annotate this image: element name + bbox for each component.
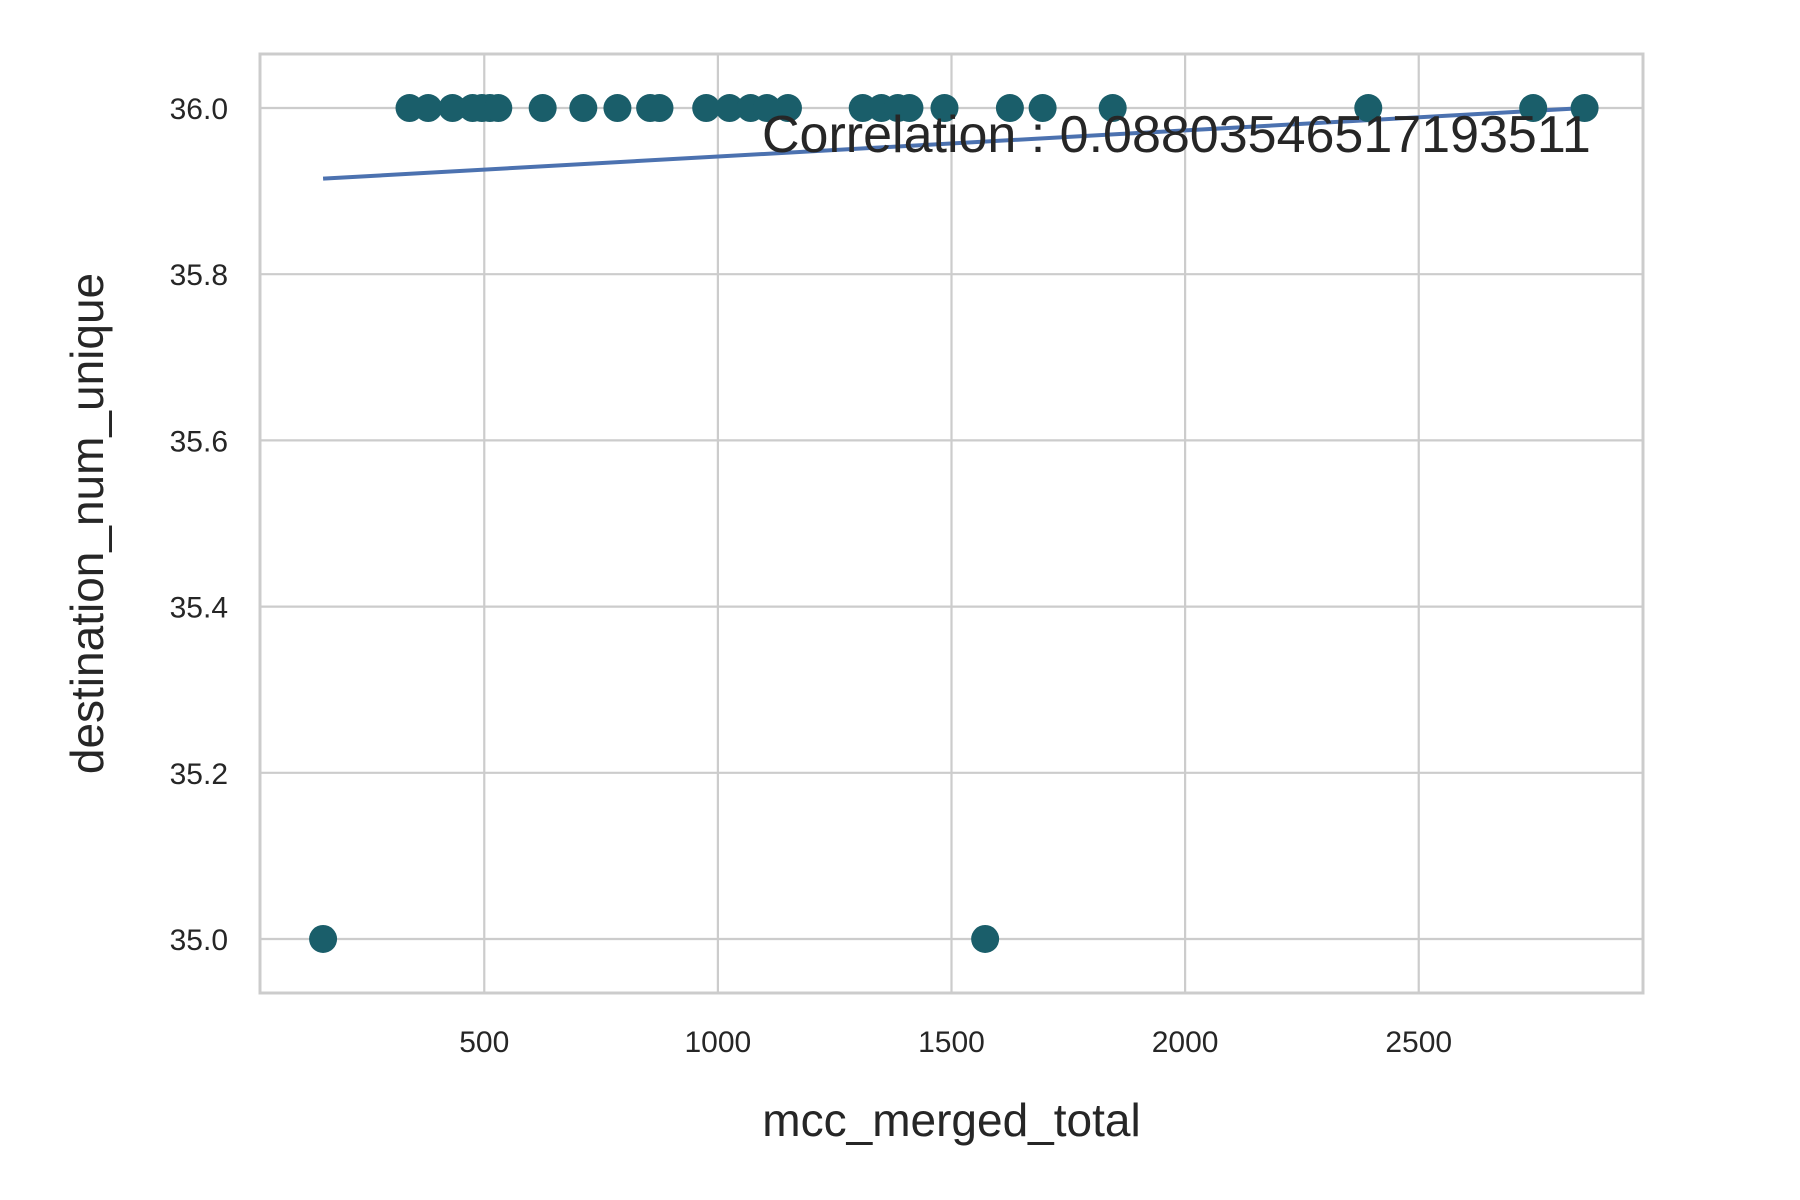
data-point [645, 94, 674, 123]
data-point [773, 94, 802, 123]
data-point [1570, 94, 1599, 123]
y-tick-labels: 35.0 35.2 35.4 35.6 35.8 36.0 [170, 93, 228, 957]
y-tick-label: 35.4 [170, 592, 228, 625]
y-tick-label: 35.6 [170, 425, 228, 458]
data-point [1519, 94, 1548, 123]
x-tick-label: 1500 [918, 1026, 985, 1059]
y-tick-label: 35.0 [170, 924, 228, 957]
x-tick-label: 2000 [1152, 1026, 1219, 1059]
data-point [1354, 94, 1383, 123]
x-tick-label: 500 [459, 1026, 509, 1059]
data-point [995, 94, 1024, 123]
data-point [569, 94, 598, 123]
plot-frame [258, 52, 1645, 995]
y-axis-label: destination_num_unique [61, 273, 113, 774]
data-point [414, 94, 443, 123]
data-point [603, 94, 632, 123]
data-point [752, 94, 781, 123]
data-point [971, 924, 1000, 953]
data-point [309, 924, 338, 953]
data-point [1028, 94, 1057, 123]
x-tick-labels: 500 1000 1500 2000 2500 [459, 1026, 1452, 1059]
data-point [895, 94, 924, 123]
y-tick-label: 36.0 [170, 93, 228, 126]
y-tick-label: 35.2 [170, 758, 228, 791]
correlation-annotation: Correlation : 0.08803546517193511 [762, 106, 1591, 164]
x-axis-label: mcc_merged_total [762, 1094, 1140, 1146]
x-tick-label: 2500 [1385, 1026, 1452, 1059]
grid [260, 54, 1643, 993]
data-points [309, 94, 1599, 953]
y-tick-label: 35.8 [170, 259, 228, 292]
data-point [715, 94, 744, 123]
data-point [438, 94, 467, 123]
data-point [528, 94, 557, 123]
data-point [930, 94, 959, 123]
data-point [1098, 94, 1127, 123]
x-tick-label: 1000 [685, 1026, 752, 1059]
data-point [484, 94, 513, 123]
data-point [692, 94, 721, 123]
